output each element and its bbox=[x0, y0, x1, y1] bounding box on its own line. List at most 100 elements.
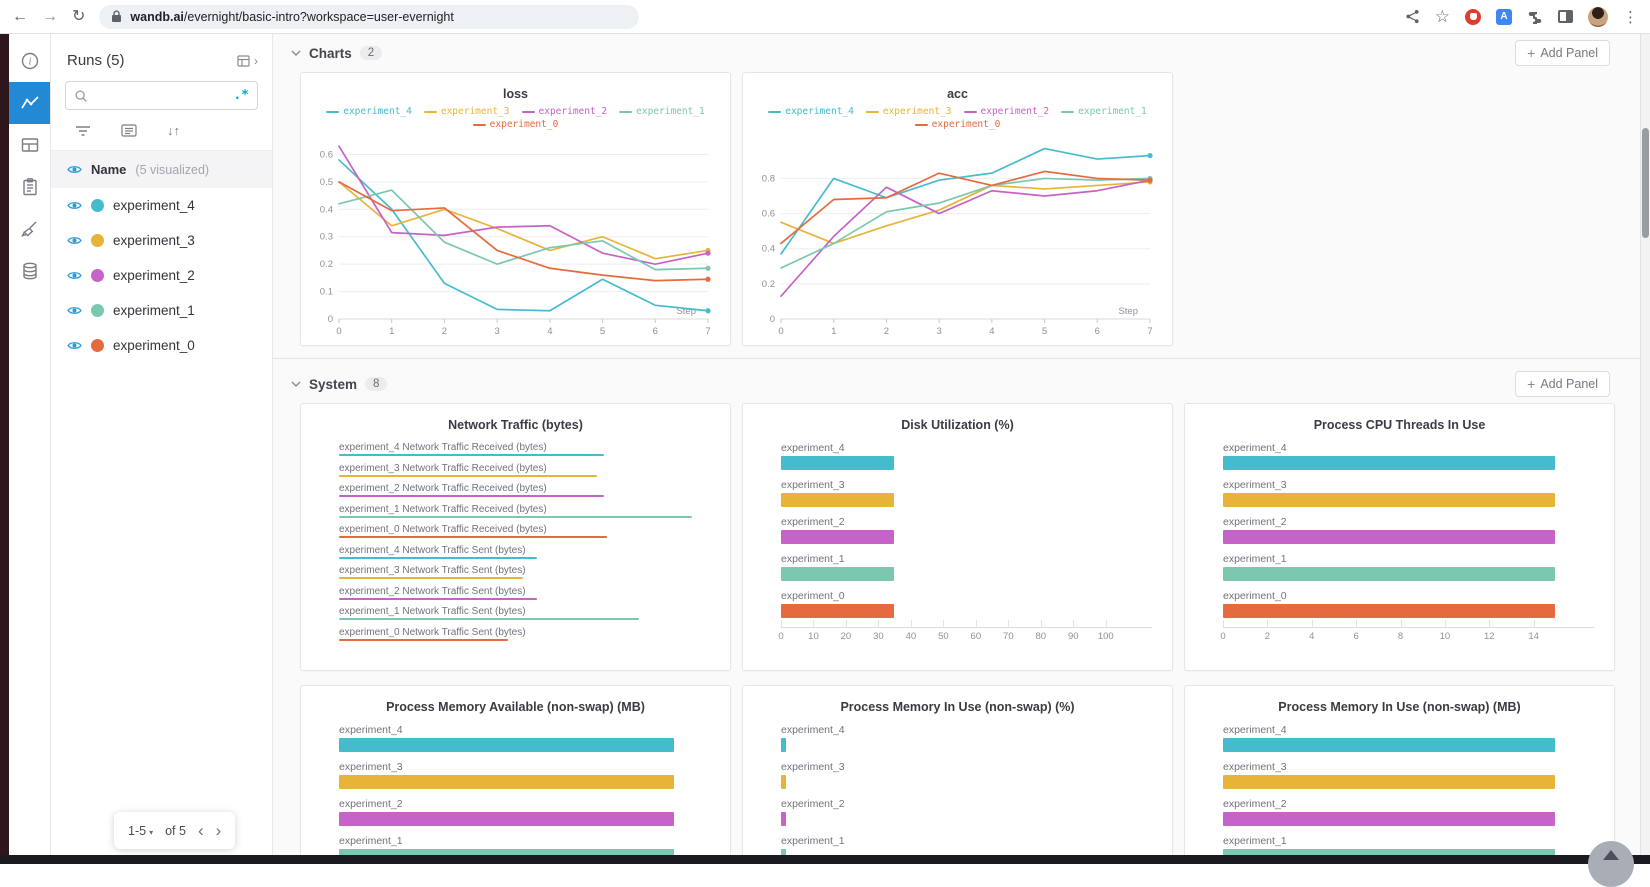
bar-row[interactable]: experiment_2 bbox=[339, 798, 692, 826]
visibility-eye-icon[interactable] bbox=[67, 200, 82, 211]
bar-row[interactable]: experiment_3 bbox=[1223, 761, 1576, 789]
bar-row[interactable]: experiment_4 bbox=[1223, 442, 1576, 470]
rail-overview-icon[interactable]: i bbox=[9, 40, 50, 82]
bar-row[interactable]: experiment_2 bbox=[1223, 516, 1576, 544]
rail-reports-icon[interactable] bbox=[9, 166, 50, 208]
regex-toggle[interactable]: .* bbox=[233, 88, 249, 103]
legend-item[interactable]: experiment_3 bbox=[865, 106, 952, 117]
translate-extension-icon[interactable]: A bbox=[1496, 8, 1512, 25]
bar-row[interactable]: experiment_1 Network Traffic Received (b… bbox=[339, 504, 692, 518]
memory-in-use-pct-panel[interactable]: Process Memory In Use (non-swap) (%) exp… bbox=[742, 685, 1173, 864]
address-bar[interactable]: wandb.ai/evernight/basic-intro?workspace… bbox=[99, 4, 640, 29]
bar-row[interactable]: experiment_4 Network Traffic Sent (bytes… bbox=[339, 545, 692, 559]
share-icon[interactable] bbox=[1405, 9, 1420, 24]
run-row[interactable]: experiment_1 bbox=[51, 293, 272, 328]
bar-row[interactable]: experiment_2 Network Traffic Sent (bytes… bbox=[339, 586, 692, 600]
expand-table-icon[interactable]: › bbox=[237, 54, 258, 68]
legend-item[interactable]: experiment_1 bbox=[1061, 106, 1147, 117]
bookmark-star-icon[interactable]: ☆ bbox=[1434, 7, 1450, 26]
legend-item[interactable]: experiment_0 bbox=[914, 119, 1000, 130]
bar-row[interactable]: experiment_0 Network Traffic Sent (bytes… bbox=[339, 627, 692, 641]
rail-workspace-icon[interactable] bbox=[9, 82, 50, 124]
bar-row[interactable]: experiment_3 bbox=[781, 479, 1134, 507]
legend-item[interactable]: experiment_2 bbox=[521, 106, 607, 117]
bar-row[interactable]: experiment_0 bbox=[1223, 590, 1576, 618]
rail-sweeps-icon[interactable] bbox=[9, 208, 50, 250]
legend-item[interactable]: experiment_1 bbox=[619, 106, 705, 117]
bar-row[interactable]: experiment_2 bbox=[781, 516, 1134, 544]
run-row[interactable]: experiment_2 bbox=[51, 258, 272, 293]
runs-name-header[interactable]: Name (5 visualized) bbox=[51, 151, 272, 188]
browser-menu-icon[interactable]: ⋮ bbox=[1623, 8, 1638, 26]
bar-row[interactable]: experiment_4 bbox=[1223, 724, 1576, 752]
run-search-input[interactable] bbox=[94, 87, 228, 104]
bar-row[interactable]: experiment_0 Network Traffic Received (b… bbox=[339, 524, 692, 538]
forward-icon[interactable]: → bbox=[42, 7, 58, 25]
visibility-eye-icon[interactable] bbox=[67, 235, 82, 246]
side-panel-icon[interactable] bbox=[1558, 10, 1573, 23]
visibility-eye-icon[interactable] bbox=[67, 340, 82, 351]
page-scrollbar[interactable] bbox=[1640, 34, 1650, 855]
profile-avatar[interactable] bbox=[1588, 6, 1608, 27]
cpu-threads-panel[interactable]: Process CPU Threads In Use experiment_4 e… bbox=[1184, 403, 1615, 671]
bar-label: experiment_0 bbox=[1223, 590, 1287, 602]
rail-table-icon[interactable] bbox=[9, 124, 50, 166]
chevron-down-icon[interactable] bbox=[291, 381, 301, 387]
next-page-icon[interactable]: › bbox=[215, 821, 222, 840]
rail-artifacts-icon[interactable] bbox=[9, 250, 50, 292]
bar-row[interactable]: experiment_1 bbox=[781, 553, 1134, 581]
loss-chart-panel[interactable]: loss experiment_4 experiment_3 experiment_… bbox=[300, 72, 731, 346]
run-row[interactable]: experiment_4 bbox=[51, 188, 272, 223]
legend-item[interactable]: experiment_4 bbox=[768, 106, 854, 117]
bar-row[interactable]: experiment_4 bbox=[781, 724, 1134, 752]
line-chart-canvas[interactable]: 0 0.1 0.2 0.3 0.4 0.5 0.6 0 1 2 3 4 5 6 7 Step bbox=[303, 132, 726, 343]
back-icon[interactable]: ← bbox=[12, 7, 28, 25]
legend-item[interactable]: experiment_2 bbox=[963, 106, 1049, 117]
acc-chart-panel[interactable]: acc experiment_4 experiment_3 experiment_2… bbox=[742, 72, 1173, 346]
bar-row[interactable]: experiment_3 bbox=[1223, 479, 1576, 507]
svg-text:0.4: 0.4 bbox=[320, 204, 333, 215]
bar-row[interactable]: experiment_4 Network Traffic Received (b… bbox=[339, 442, 692, 456]
add-panel-button[interactable]: + Add Panel bbox=[1515, 371, 1610, 397]
prev-page-icon[interactable]: ‹ bbox=[197, 821, 204, 840]
bar-row[interactable]: experiment_3 bbox=[339, 761, 692, 789]
bar-row[interactable]: experiment_2 bbox=[781, 798, 1134, 826]
bar-label: experiment_0 bbox=[781, 590, 845, 602]
memory-available-panel[interactable]: Process Memory Available (non-swap) (MB)… bbox=[300, 685, 731, 864]
bar-row[interactable]: experiment_4 bbox=[781, 442, 1134, 470]
bar-row[interactable]: experiment_4 bbox=[339, 724, 692, 752]
network-traffic-panel[interactable]: Network Traffic (bytes) experiment_4 Net… bbox=[300, 403, 731, 671]
legend-item[interactable]: experiment_3 bbox=[423, 106, 510, 117]
scroll-to-top-button[interactable] bbox=[1588, 841, 1634, 887]
group-icon[interactable] bbox=[121, 124, 137, 137]
run-search-box[interactable]: .* bbox=[65, 81, 258, 110]
visibility-eye-icon[interactable] bbox=[67, 305, 82, 316]
lock-icon bbox=[112, 10, 122, 22]
bar-row[interactable]: experiment_1 Network Traffic Sent (bytes… bbox=[339, 606, 692, 620]
reload-icon[interactable]: ↻ bbox=[72, 7, 86, 25]
visibility-eye-icon[interactable] bbox=[67, 164, 82, 175]
bar-row[interactable]: experiment_1 bbox=[1223, 553, 1576, 581]
visibility-eye-icon[interactable] bbox=[67, 270, 82, 281]
bar-row[interactable]: experiment_2 Network Traffic Received (b… bbox=[339, 483, 692, 497]
scrollbar-thumb[interactable] bbox=[1642, 128, 1649, 238]
run-row[interactable]: experiment_0 bbox=[51, 328, 272, 363]
bar-row[interactable]: experiment_0 bbox=[781, 590, 1134, 618]
run-row[interactable]: experiment_3 bbox=[51, 223, 272, 258]
chevron-down-icon[interactable] bbox=[291, 50, 301, 56]
bar-row[interactable]: experiment_3 bbox=[781, 761, 1134, 789]
memory-in-use-mb-panel[interactable]: Process Memory In Use (non-swap) (MB) ex… bbox=[1184, 685, 1615, 864]
sort-icon[interactable]: ↓↑ bbox=[167, 123, 180, 138]
extensions-puzzle-icon[interactable] bbox=[1527, 9, 1543, 25]
legend-item[interactable]: experiment_0 bbox=[472, 119, 558, 130]
filter-icon[interactable] bbox=[75, 125, 91, 137]
page-range[interactable]: 1-5 ▾ bbox=[128, 823, 154, 838]
bar-row[interactable]: experiment_3 Network Traffic Received (b… bbox=[339, 463, 692, 477]
bar-row[interactable]: experiment_3 Network Traffic Sent (bytes… bbox=[339, 565, 692, 579]
adblock-extension-icon[interactable] bbox=[1465, 8, 1481, 25]
line-chart-canvas[interactable]: 0 0.2 0.4 0.6 0.8 0 1 2 3 4 5 6 7 Step bbox=[745, 132, 1168, 343]
disk-utilization-panel[interactable]: Disk Utilization (%) experiment_4 experim… bbox=[742, 403, 1173, 671]
bar-row[interactable]: experiment_2 bbox=[1223, 798, 1576, 826]
legend-item[interactable]: experiment_4 bbox=[326, 106, 412, 117]
add-panel-button[interactable]: + Add Panel bbox=[1515, 40, 1610, 66]
